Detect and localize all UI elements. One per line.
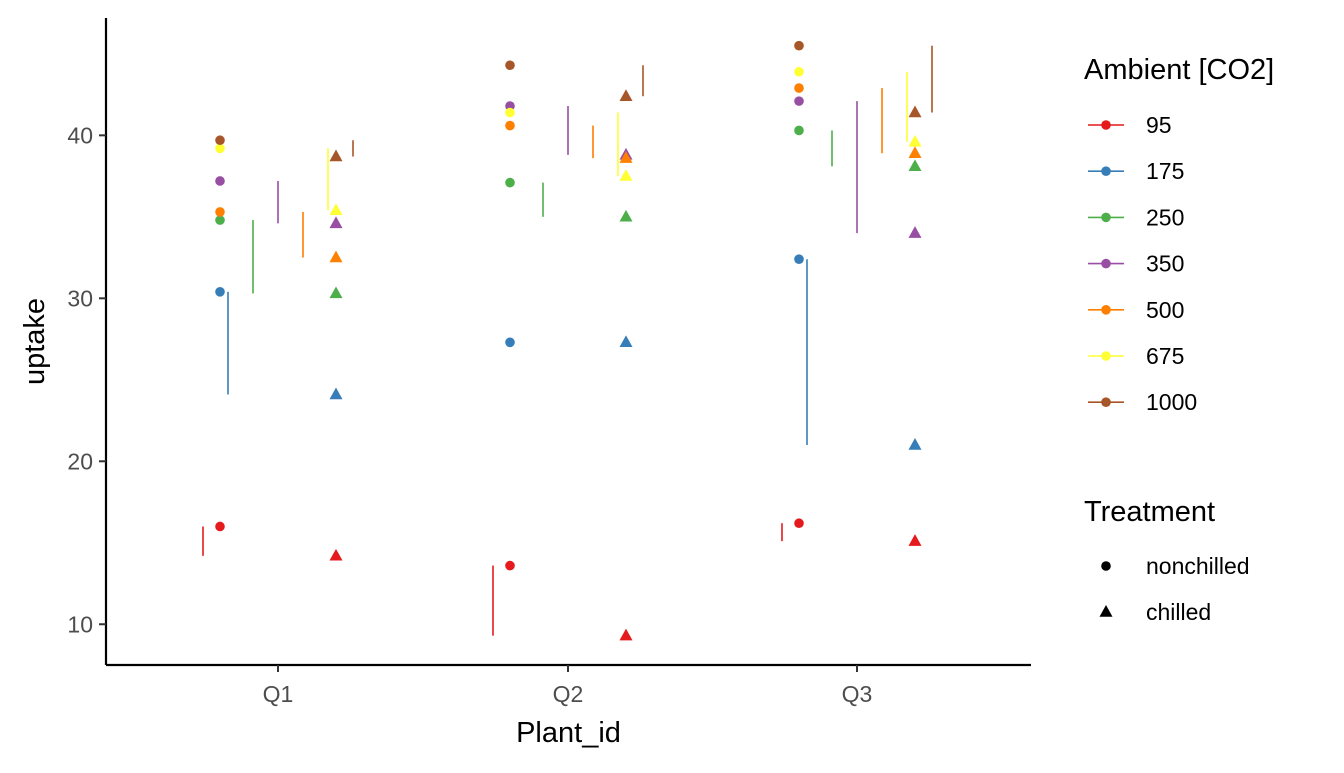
x-tick-label: Q1 [263, 681, 294, 707]
point-Q3-nonchilled-250 [794, 125, 804, 136]
point-Q3-chilled-175 [908, 438, 922, 450]
point-Q1-chilled-175 [329, 387, 343, 400]
legend-label-675: 675 [1146, 343, 1184, 369]
y-tick-label: 30 [67, 285, 93, 311]
legend-title-treatment: Treatment [1084, 496, 1215, 528]
point-Q3-nonchilled-350 [794, 96, 804, 106]
point-Q1-chilled-350 [329, 216, 343, 229]
legend-key-point-675 [1101, 351, 1111, 361]
point-Q1-nonchilled-250 [215, 215, 225, 225]
point-Q1-nonchilled-675 [215, 143, 225, 154]
legend-title-co2: Ambient [CO2] [1084, 54, 1274, 86]
x-tick-label: Q3 [842, 681, 873, 707]
point-Q3-nonchilled-175 [794, 254, 804, 264]
point-Q2-chilled-500 [619, 151, 633, 163]
legend-label-175: 175 [1146, 158, 1184, 184]
legend-key-point-350 [1101, 258, 1111, 269]
y-tick-label: 40 [67, 122, 93, 148]
legend-key-nonchilled [1101, 561, 1111, 571]
y-tick-label: 10 [67, 611, 93, 637]
point-Q2-chilled-250 [619, 209, 633, 222]
point-Q2-chilled-95 [619, 628, 633, 641]
point-Q1-chilled-1000 [329, 149, 343, 162]
axes: 10 20 30 40 Q1 Q2 Q3 [67, 18, 1031, 707]
legend-key-point-250 [1101, 212, 1111, 223]
point-Q2-nonchilled-675 [505, 107, 515, 118]
legend-key-point-1000 [1101, 397, 1111, 408]
x-axis-title: Plant_id [516, 717, 621, 749]
point-Q2-chilled-175 [619, 335, 633, 348]
point-Q3-chilled-95 [908, 534, 922, 546]
legend-label-1000: 1000 [1146, 389, 1197, 415]
point-Q1-chilled-95 [329, 548, 343, 561]
legend: Ambient [CO2] 95 175 250 350 500 675 1000 Treatm… [1084, 54, 1274, 625]
legend-label-500: 500 [1146, 297, 1184, 323]
point-Q1-nonchilled-95 [215, 521, 225, 532]
point-Q1-nonchilled-500 [215, 207, 225, 217]
point-Q3-chilled-1000 [908, 105, 922, 118]
point-Q1-chilled-500 [329, 250, 343, 263]
point-Q1-nonchilled-175 [215, 286, 225, 297]
point-Q1-chilled-250 [329, 286, 343, 299]
point-Q2-chilled-675 [619, 169, 633, 181]
point-Q3-chilled-500 [908, 146, 922, 158]
legend-label-350: 350 [1146, 251, 1184, 277]
point-Q2-nonchilled-175 [505, 337, 515, 348]
legend-label-250: 250 [1146, 204, 1184, 230]
point-Q3-nonchilled-1000 [794, 40, 804, 51]
point-Q2-nonchilled-500 [505, 120, 515, 131]
point-Q1-nonchilled-1000 [215, 135, 225, 146]
point-Q3-chilled-350 [908, 226, 922, 238]
legend-key-point-500 [1101, 305, 1111, 315]
legend-key-point-95 [1101, 120, 1111, 130]
y-axis-title: uptake [19, 298, 51, 385]
legend-label-95: 95 [1146, 112, 1172, 138]
point-Q2-nonchilled-95 [505, 560, 515, 571]
legend-key-point-175 [1101, 166, 1111, 176]
point-Q3-nonchilled-675 [794, 66, 804, 77]
x-tick-label: Q2 [553, 681, 584, 707]
point-Q3-nonchilled-95 [794, 518, 804, 529]
point-Q3-chilled-675 [908, 134, 922, 147]
legend-label-nonchilled: nonchilled [1146, 553, 1250, 579]
point-Q1-nonchilled-350 [215, 176, 225, 186]
legend-key-chilled [1099, 605, 1113, 617]
plot-area [202, 40, 933, 641]
y-tick-label: 20 [67, 448, 93, 474]
point-Q3-nonchilled-500 [794, 83, 804, 93]
point-Q2-nonchilled-250 [505, 177, 515, 188]
legend-label-chilled: chilled [1146, 599, 1211, 625]
point-Q3-chilled-250 [908, 159, 922, 172]
point-Q2-nonchilled-1000 [505, 60, 515, 71]
point-Q2-chilled-1000 [619, 89, 633, 101]
point-Q1-chilled-675 [329, 203, 343, 216]
